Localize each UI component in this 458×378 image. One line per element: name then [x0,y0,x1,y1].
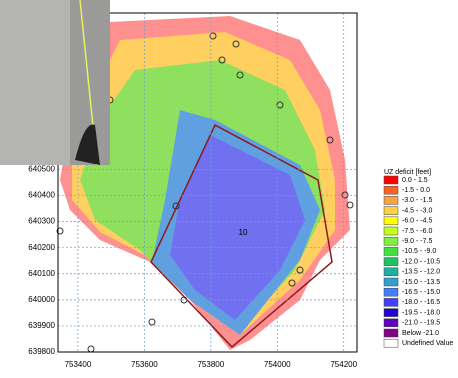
photo-overlay [0,0,110,165]
legend-swatch [384,247,398,255]
legend-swatch [384,319,398,327]
legend-label: Undefined Value [402,340,453,347]
legend-swatch [384,278,398,286]
legend-swatch [384,237,398,245]
legend-label: Below -21.0 [402,330,439,337]
y-tick-label: 639900 [28,321,55,330]
y-tick-label: 640300 [28,217,55,226]
legend-swatch [384,288,398,296]
x-tick-label: 754200 [330,360,357,369]
legend-label: -4.5 - -3.0 [402,207,432,214]
legend-swatch [384,339,398,347]
legend-label: -10.5 - -9.0 [402,248,436,255]
legend-label: -3.0 - -1.5 [402,197,432,204]
legend-label: -16.5 - -15.0 [402,289,440,296]
legend-swatch [384,329,398,337]
x-tick-label: 754000 [264,360,291,369]
area-label: 10 [239,228,248,237]
x-tick-label: 753800 [197,360,224,369]
y-tick-label: 640200 [28,243,55,252]
legend-swatch [384,227,398,235]
y-tick-label: 640100 [28,269,55,278]
legend-label: -12.0 - -10.5 [402,258,440,265]
legend-label: -9.0 - -7.5 [402,238,432,245]
legend: UZ deficit [feet] 0.0 - 1.5 -1.5 - 0.0 -3.… [384,169,453,347]
y-tick-label: 640000 [28,295,55,304]
legend-swatch [384,207,398,215]
y-tick-label: 639800 [28,347,55,356]
legend-swatch [384,196,398,204]
y-tick-label: 640500 [28,165,55,174]
map-view: 10 753400 753600 753800 754000 754200 639800 6… [0,0,458,373]
legend-label: -19.5 - -18.0 [402,309,440,316]
legend-label: -7.5 - -6.0 [402,228,432,235]
legend-label: -6.0 - -4.5 [402,218,432,225]
legend-label: -1.5 - 0.0 [402,187,430,194]
legend-swatch [384,176,398,184]
legend-label: -13.5 - -12.0 [402,269,440,276]
legend-label: 0.0 - 1.5 [402,177,428,184]
x-tick-label: 753600 [131,360,158,369]
legend-title: UZ deficit [feet] [384,169,431,176]
legend-label: -15.0 - -13.5 [402,279,440,286]
x-tick-label: 753400 [65,360,92,369]
legend-swatch [384,186,398,194]
legend-label: -21.0 - -19.5 [402,320,440,327]
legend-swatch [384,217,398,225]
y-tick-label: 640400 [28,191,55,200]
legend-label: -18.0 - -16.5 [402,299,440,306]
legend-swatch [384,298,398,306]
legend-swatch [384,258,398,266]
legend-swatch [384,268,398,276]
legend-swatch [384,309,398,317]
